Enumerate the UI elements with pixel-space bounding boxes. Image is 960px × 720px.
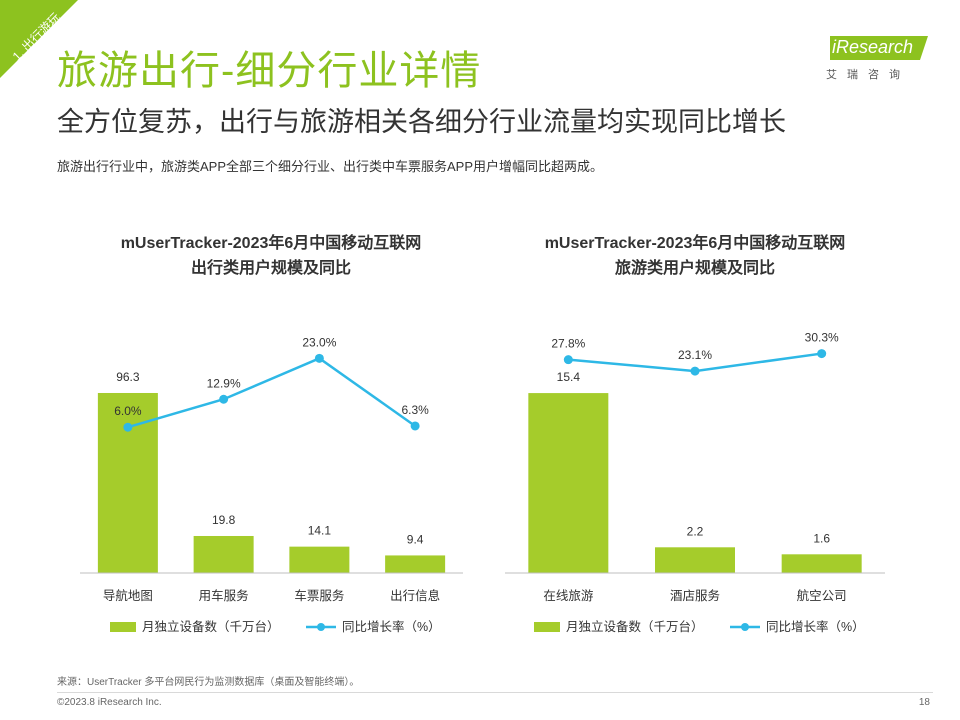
legend-line-label: 同比增长率（%）: [342, 619, 441, 634]
category-label: 航空公司: [797, 588, 847, 603]
growth-point: [123, 422, 133, 432]
page-title: 旅游出行-细分行业详情: [57, 49, 482, 93]
bar-data-label: 15.4: [557, 370, 581, 384]
page-number: 18: [918, 697, 930, 708]
chart-subtitle: 旅游类用户规模及同比: [615, 258, 775, 277]
bar: [781, 554, 862, 573]
legend-bar-swatch: [110, 622, 136, 632]
bar-data-label: 19.8: [212, 513, 236, 527]
category-label: 出行信息: [390, 588, 440, 603]
legend-bar-label: 月独立设备数（千万台）: [142, 619, 280, 634]
footer-divider: [57, 692, 933, 693]
bar: [655, 547, 735, 573]
bar: [528, 393, 609, 573]
growth-data-label: 6.0%: [114, 404, 142, 418]
growth-point: [817, 349, 827, 359]
growth-data-label: 30.3%: [805, 331, 839, 345]
category-label: 在线旅游: [543, 589, 594, 603]
bar: [385, 555, 446, 573]
bar-data-label: 14.1: [308, 524, 332, 538]
growth-point: [690, 366, 700, 376]
logo-brand: iResearch: [832, 37, 914, 57]
bar: [289, 546, 350, 573]
legend-bar-swatch: [534, 622, 560, 632]
iresearch-logo: iResearch 艾瑞咨询: [824, 30, 932, 82]
growth-point: [563, 355, 573, 365]
logo-badge: [830, 36, 928, 60]
chart-title: mUserTracker-2023年6月中国移动互联网: [121, 233, 422, 252]
growth-data-label: 12.9%: [207, 376, 241, 390]
legend-line-label: 同比增长率（%）: [766, 619, 865, 634]
category-label: 用车服务: [199, 588, 249, 603]
page-subtitle: 全方位复苏，出行与旅游相关各细分行业流量均实现同比增长: [57, 107, 786, 137]
category-label: 酒店服务: [670, 588, 720, 603]
legend-line-marker: [741, 623, 749, 631]
chart-title: mUserTracker-2023年6月中国移动互联网: [545, 233, 846, 252]
bar-data-label: 9.4: [407, 532, 424, 546]
category-label: 车票服务: [294, 588, 344, 603]
banner-triangle: [0, 0, 78, 78]
section-banner: 1. 出行游玩: [0, 0, 90, 90]
logo-tagline: 艾瑞咨询: [826, 69, 910, 81]
growth-line: [127, 356, 416, 429]
chart-subtitle: 出行类用户规模及同比: [191, 258, 351, 277]
bar-data-label: 96.3: [116, 370, 140, 384]
growth-point: [410, 421, 420, 431]
footer-source: 来源：UserTracker 多平台网民行为监测数据库（桌面及智能终端）。: [57, 677, 360, 688]
legend-line-marker: [317, 623, 325, 631]
page-description: 旅游出行行业中，旅游类APP全部三个细分行业、出行类中车票服务APP用户增幅同比…: [57, 159, 604, 174]
growth-data-label: 23.1%: [678, 348, 712, 362]
bar-data-label: 2.2: [687, 524, 704, 538]
growth-point: [314, 353, 324, 363]
growth-data-label: 23.0%: [302, 335, 336, 349]
bar: [193, 535, 254, 573]
category-label: 导航地图: [103, 588, 153, 603]
bar-data-label: 1.6: [813, 531, 830, 545]
legend-bar-label: 月独立设备数（千万台）: [566, 619, 704, 634]
growth-data-label: 6.3%: [401, 403, 429, 417]
growth-point: [219, 394, 229, 404]
footer-copyright: ©2023.8 iResearch Inc.: [57, 697, 162, 708]
growth-data-label: 27.8%: [551, 337, 585, 351]
